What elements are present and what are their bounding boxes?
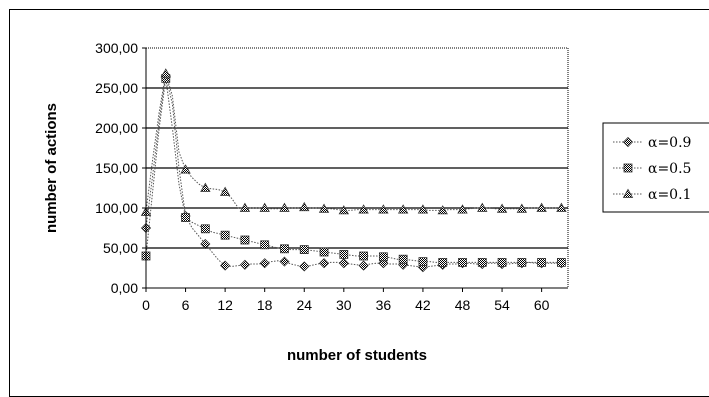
data-point — [279, 256, 290, 267]
data-point — [181, 213, 190, 223]
x-axis-title: number of students — [287, 347, 427, 364]
data-point — [220, 230, 230, 240]
data-point — [378, 204, 389, 214]
x-tick-label: 6 — [182, 297, 190, 313]
data-point — [180, 164, 191, 174]
data-point — [259, 202, 270, 212]
x-tick-label: 60 — [534, 297, 550, 313]
legend-label: α=0.1 — [648, 187, 691, 203]
data-point — [338, 258, 349, 269]
y-tick-label: 150,00 — [95, 160, 138, 176]
data-point — [219, 186, 231, 196]
data-point — [437, 205, 448, 215]
data-point — [280, 244, 289, 254]
data-point — [359, 251, 368, 261]
y-tick-label: 200,00 — [95, 120, 138, 136]
data-point — [458, 257, 467, 267]
y-axis-title: number of actions — [43, 103, 60, 233]
data-point — [220, 260, 231, 271]
legend-marker — [622, 188, 634, 198]
legend-marker — [622, 136, 634, 148]
series-1 — [140, 70, 567, 273]
data-point — [260, 240, 270, 250]
data-point — [477, 202, 488, 212]
y-tick-label: 300,00 — [95, 40, 138, 56]
data-point — [319, 247, 329, 257]
data-point — [378, 252, 388, 262]
legend-item: α=0.1 — [613, 187, 691, 203]
data-point — [240, 235, 250, 245]
data-point — [200, 238, 211, 250]
data-point — [279, 202, 290, 212]
series-line — [145, 73, 562, 213]
data-point — [557, 257, 566, 267]
data-point — [160, 68, 171, 78]
data-point — [318, 258, 330, 269]
data-point — [457, 204, 468, 214]
y-tick-label: 50,00 — [103, 240, 138, 256]
chart-frame — [9, 9, 709, 397]
gridlines — [146, 87, 568, 249]
x-tick-label: 0 — [142, 297, 150, 313]
legend-label: α=0.9 — [648, 135, 691, 151]
legend-box — [602, 122, 709, 213]
x-tick-label: 12 — [217, 297, 233, 313]
x-tick-label: 36 — [376, 297, 392, 313]
y-tick-label: 0,00 — [111, 280, 138, 296]
data-point — [556, 202, 567, 212]
series-3 — [140, 68, 567, 216]
data-point — [516, 203, 528, 213]
data-point — [536, 202, 547, 212]
data-point — [318, 203, 330, 213]
data-point — [497, 257, 507, 267]
x-tick-label: 54 — [494, 297, 510, 313]
data-point — [417, 204, 429, 214]
x-tick-label: 24 — [296, 297, 312, 313]
x-tick-label: 48 — [455, 297, 471, 313]
series-2 — [141, 74, 566, 267]
series-line — [145, 78, 562, 263]
x-tick-label: 18 — [257, 297, 273, 313]
data-point — [239, 202, 251, 212]
data-point — [239, 259, 250, 270]
legend-marker — [623, 163, 633, 173]
series-line — [145, 75, 562, 268]
x-tick-label: 42 — [415, 297, 431, 313]
data-point — [496, 203, 508, 213]
data-point — [259, 258, 270, 269]
data-point — [339, 249, 349, 259]
data-point — [397, 204, 409, 214]
data-point — [299, 261, 310, 272]
data-point — [338, 205, 349, 215]
series-layer — [140, 68, 567, 273]
x-tick-label: 30 — [336, 297, 352, 313]
y-tick-label: 250,00 — [95, 80, 138, 96]
data-point — [299, 201, 310, 212]
data-point — [398, 254, 408, 264]
legend-item: α=0.9 — [613, 135, 691, 151]
data-point — [200, 224, 210, 234]
data-point — [358, 204, 369, 214]
data-point — [438, 257, 448, 267]
data-point — [537, 257, 547, 267]
data-point — [299, 245, 309, 255]
legend: α=0.9 α=0.5 α=0.1 — [602, 122, 709, 213]
data-point — [517, 257, 527, 267]
data-point — [418, 257, 428, 267]
data-point — [200, 182, 211, 192]
y-tick-label: 100,00 — [95, 200, 138, 216]
data-point — [358, 260, 369, 271]
legend-label: α=0.5 — [648, 161, 691, 177]
data-point — [477, 257, 487, 267]
axes: 0,00 50,00 100,00 150,00 200,00 250,00 300,00 0… — [95, 40, 568, 313]
legend-item: α=0.5 — [613, 161, 691, 177]
